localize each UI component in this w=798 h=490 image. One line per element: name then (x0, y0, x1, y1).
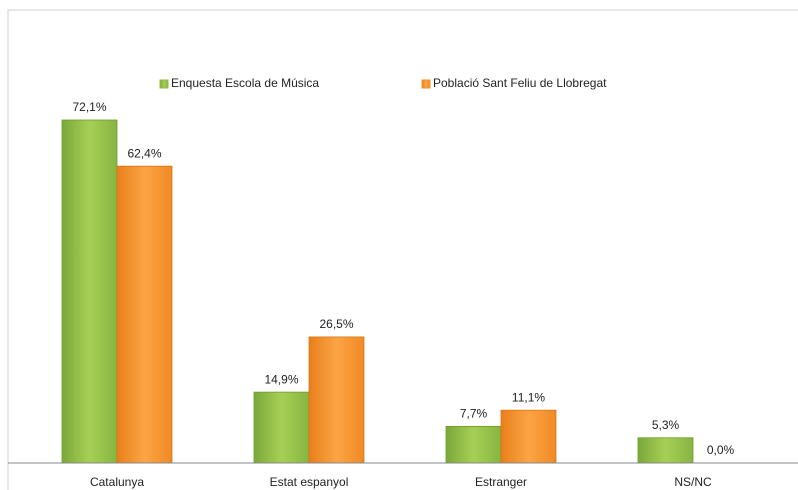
legend-label: Enquesta Escola de Música (171, 76, 319, 90)
x-tick-label: Estranger (475, 475, 527, 489)
legend-swatch (159, 79, 169, 89)
x-tick-label: Estat espanyol (270, 475, 349, 489)
bar (116, 165, 173, 464)
value-label: 0,0% (707, 443, 735, 457)
value-label: 62,4% (127, 146, 161, 160)
bar (637, 437, 694, 464)
bar (61, 119, 118, 464)
x-tick-label: Catalunya (90, 475, 144, 489)
bar (500, 409, 557, 464)
value-label: 7,7% (460, 407, 488, 421)
bar (445, 425, 502, 464)
bar (253, 391, 310, 464)
value-label: 26,5% (319, 317, 353, 331)
bar (308, 336, 365, 464)
x-tick-label: NS/NC (674, 475, 712, 489)
value-label: 5,3% (652, 418, 680, 432)
value-label: 11,1% (512, 390, 545, 404)
value-label: 72,1% (72, 100, 106, 114)
chart-border (7, 9, 798, 490)
value-label: 14,9% (264, 372, 298, 386)
legend-label: Població Sant Feliu de Llobregat (433, 76, 607, 90)
legend-swatch (421, 79, 431, 89)
